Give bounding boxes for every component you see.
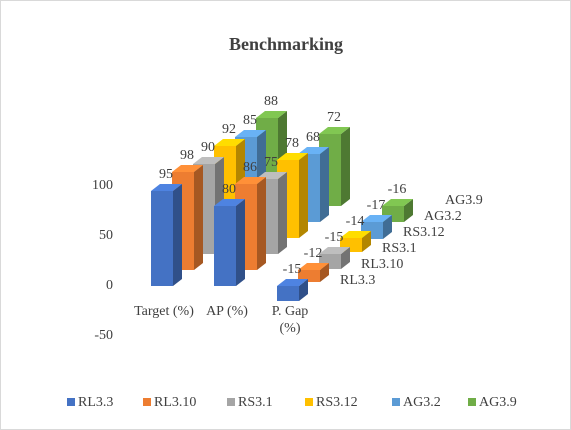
depth-label: RS3.12 [403,225,445,240]
legend-swatch [67,398,75,406]
value-label: 78 [285,136,299,151]
bar-top [340,231,371,238]
bar-top [172,165,203,172]
legend-label: AG3.9 [479,395,517,410]
depth-label: RL3.10 [361,257,403,272]
bar-top [214,139,245,146]
bar-side [341,127,350,206]
value-label: -16 [388,182,407,197]
value-label: 90 [201,140,215,155]
bar-side [236,199,245,286]
bar-side [173,184,182,286]
chart-title: Benchmarking [229,34,343,54]
value-label: 80 [222,182,236,197]
bar-top [235,177,266,184]
legend-swatch [143,398,151,406]
bar-top [298,263,329,270]
depth-label: RL3.3 [340,273,375,288]
value-label: -15 [283,262,302,277]
bar-side [404,199,413,222]
value-label: 98 [180,148,194,163]
legend-label: AG3.2 [403,395,441,410]
x-tick-label: AP (%) [206,304,248,319]
bar-side [257,177,266,270]
legend-swatch [468,398,476,406]
value-label: 92 [222,122,236,137]
bar-top [151,184,182,191]
value-label: 68 [306,130,320,145]
bar [151,191,173,286]
bar-top [256,111,287,118]
bar-top [319,127,350,134]
value-label: -14 [346,214,365,229]
value-label: 85 [243,113,257,128]
bar-top [277,279,308,286]
bar-side [341,247,350,269]
legend-swatch [305,398,313,406]
bar-top [235,130,266,137]
legend-label: RS3.1 [238,395,273,410]
depth-label: AG3.2 [424,209,462,224]
bar-top [214,199,245,206]
value-label: 95 [159,167,173,182]
value-label: -17 [367,198,386,213]
bar-side [299,279,308,301]
bar-side [320,263,329,282]
value-label: 88 [264,94,278,109]
value-label: -15 [325,230,344,245]
y-tick-label: -50 [94,328,113,343]
value-label: 86 [243,160,257,175]
depth-label: AG3.9 [445,193,483,208]
legend-swatch [227,398,235,406]
bar-top [382,199,413,206]
y-tick-label: 0 [106,278,113,293]
bar-top [277,153,308,160]
value-label: -12 [304,246,323,261]
value-label: 72 [327,110,341,125]
depth-label: RS3.1 [382,241,417,256]
legend-label: RS3.12 [316,395,358,410]
y-tick-label: 50 [99,228,113,243]
x-tick-label: Target (%) [134,304,194,319]
value-label: 75 [264,155,278,170]
bar-side [299,153,308,238]
y-tick-label: 100 [92,178,113,193]
bar-top [193,157,224,164]
bar-top [298,147,329,154]
bar-side [194,165,203,270]
legend-label: RL3.10 [154,395,196,410]
bar-top [319,247,350,254]
bar-top [361,215,392,222]
bar-side [278,172,287,254]
bar-side [383,215,392,239]
bar [277,286,299,301]
bar [214,206,236,286]
legend-label: RL3.3 [78,395,113,410]
bar-side [320,147,329,222]
x-tick-label: P. Gap (%) [271,304,309,336]
legend-swatch [392,398,400,406]
